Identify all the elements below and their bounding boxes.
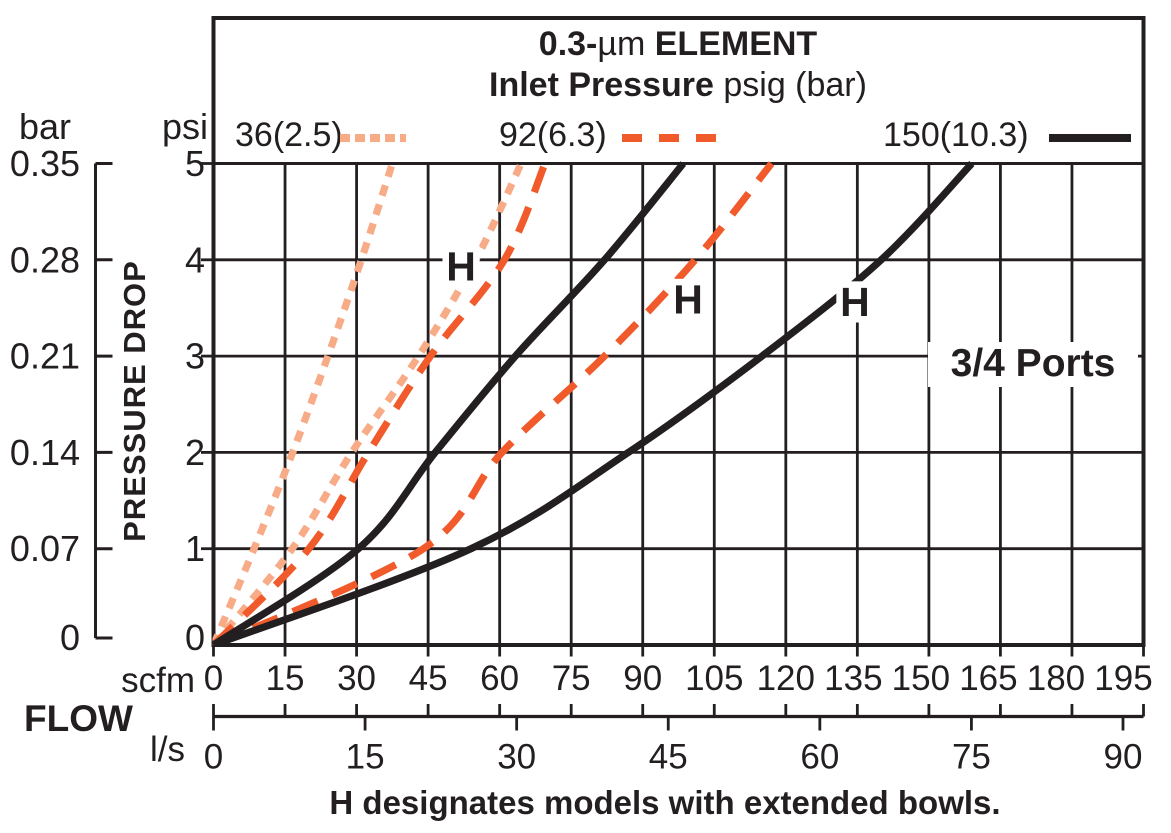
- bar-tick-label-0.07: 0.07: [10, 528, 80, 569]
- curves: [212, 161, 975, 647]
- x-axis-unit-scfm: scfm: [121, 661, 195, 700]
- x-axis-unit-ls: l/s: [150, 730, 185, 769]
- scfm-tick-label-195: 195: [1094, 659, 1152, 698]
- scfm-tick-label-120: 120: [757, 659, 815, 698]
- scfm-tick-label-60: 60: [480, 659, 519, 698]
- curve-36-2.5-: [212, 162, 396, 647]
- scfm-tick-label-75: 75: [552, 659, 591, 698]
- title-unit: µm: [597, 25, 646, 63]
- scfm-tick-label-15: 15: [266, 659, 305, 698]
- bar-tick-label-0: 0: [60, 617, 80, 658]
- h-curve-label-2: H: [840, 279, 870, 325]
- curve-150-10.3-: [212, 161, 687, 647]
- psi-tick-label-1: 1: [185, 528, 205, 569]
- legend-label-150: 150(10.3): [883, 116, 1029, 154]
- bar-tick-label-0.21: 0.21: [10, 336, 80, 377]
- ls-tick-label-15: 15: [346, 738, 385, 777]
- plot-border: [211, 16, 1146, 647]
- y-axis-unit-psi: psi: [161, 106, 208, 147]
- ports-annotation: 3/4 Ports: [928, 342, 1138, 387]
- legend-line-36-dotted: [340, 134, 406, 142]
- curve-150-10.3-H: [212, 161, 975, 647]
- title-bold-suffix: ELEMENT: [645, 25, 818, 63]
- scfm-tick-label-0: 0: [204, 659, 223, 698]
- legend-line-150-solid: [1049, 134, 1131, 142]
- scfm-tick-label-30: 30: [337, 659, 376, 698]
- h-curve-label-0: H: [446, 244, 476, 290]
- title-bold-prefix: 0.3-: [538, 25, 598, 63]
- grid: [213, 162, 1144, 645]
- psi-tick-label-4: 4: [185, 239, 205, 280]
- ls-tick-label-75: 75: [952, 738, 991, 777]
- ls-tick-label-45: 45: [649, 738, 688, 777]
- ls-tick-label-90: 90: [1104, 738, 1143, 777]
- psi-tick-label-2: 2: [185, 432, 205, 473]
- y-axis-unit-bar: bar: [18, 106, 72, 147]
- legend-label-36: 36(2.5): [235, 116, 343, 154]
- scfm-tick-label-90: 90: [623, 659, 662, 698]
- caption: H designates models with extended bowls.: [329, 784, 1001, 821]
- curve-36-2.5-H: [212, 161, 525, 647]
- subtitle-bold: Inlet Pressure: [489, 66, 714, 104]
- bar-tick-label-0.35: 0.35: [10, 143, 80, 184]
- psi-tick-label-5: 5: [185, 143, 205, 184]
- bar-tick-label-0.28: 0.28: [10, 239, 80, 280]
- ls-tick-label-0: 0: [204, 738, 223, 777]
- legend-line-92-dashed: [622, 134, 716, 142]
- legend-label-92: 92(6.3): [499, 116, 607, 154]
- h-curve-label-1: H: [673, 276, 703, 322]
- axes: [94, 16, 1146, 731]
- bar-tick-label-0.14: 0.14: [10, 432, 80, 473]
- scfm-tick-label-105: 105: [685, 659, 743, 698]
- ls-tick-label-60: 60: [800, 738, 839, 777]
- scfm-tick-label-180: 180: [1027, 659, 1085, 698]
- psi-tick-label-3: 3: [185, 336, 205, 377]
- curve-92-6.3-H: [212, 161, 775, 647]
- y-axis-title: PRESSURE DROP: [117, 260, 152, 542]
- scfm-tick-label-45: 45: [409, 659, 448, 698]
- scfm-tick-label-150: 150: [892, 659, 950, 698]
- x-axis-title: FLOW: [24, 698, 133, 739]
- ls-tick-label-30: 30: [497, 738, 536, 777]
- subtitle-normal: psig (bar): [713, 66, 867, 104]
- h-annotations: HH H: [440, 237, 877, 332]
- curve-92-6.3-: [212, 162, 549, 647]
- chart-title: 0.3-µm ELEMENT: [333, 25, 1023, 64]
- chart-subtitle: Inlet Pressure psig (bar): [333, 66, 1023, 105]
- scfm-tick-label-135: 135: [824, 659, 882, 698]
- psi-tick-label-0: 0: [185, 617, 205, 658]
- scfm-tick-label-165: 165: [959, 659, 1017, 698]
